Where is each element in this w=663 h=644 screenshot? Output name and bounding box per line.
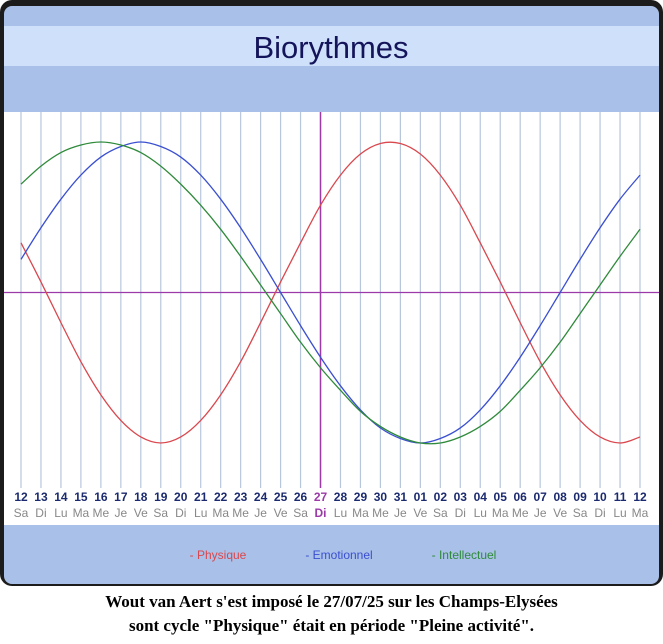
weekday-label: Je xyxy=(254,506,267,520)
x-tick-label: 10 xyxy=(593,490,607,504)
weekday-label: Lu xyxy=(474,506,487,520)
weekday-label: Di xyxy=(455,506,466,520)
plot-area xyxy=(4,112,659,525)
weekday-label: Ve xyxy=(274,506,288,520)
x-tick-label: 05 xyxy=(494,490,508,504)
legend-entry: - Physique xyxy=(190,548,247,562)
x-tick-label: 12 xyxy=(633,490,647,504)
weekday-label: Di xyxy=(315,506,327,520)
weekday-label: Ma xyxy=(492,506,509,520)
x-tick-label: 02 xyxy=(434,490,448,504)
x-tick-label: 07 xyxy=(533,490,547,504)
x-tick-label: 22 xyxy=(214,490,228,504)
x-tick-label: 17 xyxy=(114,490,128,504)
caption: sont cycle "Physique" était en période "… xyxy=(128,616,535,635)
weekday-label: Lu xyxy=(194,506,207,520)
weekday-label: Je xyxy=(114,506,127,520)
weekday-label: Di xyxy=(175,506,186,520)
weekday-label: Sa xyxy=(14,506,29,520)
weekday-label: Ve xyxy=(413,506,427,520)
x-tick-label: 28 xyxy=(334,490,348,504)
x-tick-label: 31 xyxy=(394,490,408,504)
weekday-label: Sa xyxy=(293,506,308,520)
x-tick-label: 06 xyxy=(514,490,528,504)
weekday-label: Lu xyxy=(54,506,67,520)
legend-entry: - Emotionnel xyxy=(305,548,372,562)
weekday-label: Me xyxy=(512,506,529,520)
x-tick-label: 03 xyxy=(454,490,468,504)
weekday-label: Lu xyxy=(334,506,347,520)
x-tick-label: 30 xyxy=(374,490,388,504)
weekday-label: Di xyxy=(35,506,46,520)
weekday-label: Sa xyxy=(573,506,588,520)
title-band xyxy=(4,26,659,66)
weekday-label: Di xyxy=(594,506,605,520)
weekday-label: Ma xyxy=(632,506,649,520)
caption: Wout van Aert s'est imposé le 27/07/25 s… xyxy=(105,592,558,611)
x-tick-label: 12 xyxy=(14,490,28,504)
x-tick-label: 26 xyxy=(294,490,308,504)
weekday-label: Ve xyxy=(553,506,567,520)
x-tick-label: 04 xyxy=(474,490,488,504)
weekday-label: Je xyxy=(394,506,407,520)
weekday-label: Me xyxy=(93,506,110,520)
x-tick-label: 20 xyxy=(174,490,188,504)
x-tick-label: 11 xyxy=(614,490,627,504)
weekday-label: Me xyxy=(372,506,389,520)
x-tick-label: 19 xyxy=(154,490,168,504)
weekday-label: Je xyxy=(534,506,547,520)
x-tick-label: 13 xyxy=(34,490,48,504)
x-tick-label: 16 xyxy=(94,490,108,504)
x-tick-label: 24 xyxy=(254,490,268,504)
legend-entry: - Intellectuel xyxy=(432,548,497,562)
x-tick-label: 08 xyxy=(553,490,567,504)
weekday-label: Lu xyxy=(613,506,626,520)
x-tick-label: 27 xyxy=(314,490,328,504)
x-tick-label: 29 xyxy=(354,490,368,504)
x-tick-label: 09 xyxy=(573,490,587,504)
x-tick-label: 01 xyxy=(414,490,428,504)
weekday-label: Ma xyxy=(212,506,229,520)
weekday-label: Me xyxy=(232,506,249,520)
series-line xyxy=(20,141,641,445)
weekday-label: Ve xyxy=(134,506,148,520)
chart: Biorythmes 12 Sa 13 Di 14 Lu 15 Ma 16 Me 17 Je 18 Ve 1… xyxy=(0,0,663,586)
weekday-label: Sa xyxy=(153,506,168,520)
x-tick-label: 25 xyxy=(274,490,288,504)
x-tick-label: 23 xyxy=(234,490,248,504)
x-tick-label: 18 xyxy=(134,490,148,504)
x-tick-label: 15 xyxy=(74,490,88,504)
weekday-label: Sa xyxy=(433,506,448,520)
weekday-label: Ma xyxy=(73,506,90,520)
weekday-label: Ma xyxy=(352,506,369,520)
x-tick-label: 21 xyxy=(194,490,208,504)
x-tick-label: 14 xyxy=(54,490,68,504)
chart-title: Biorythmes xyxy=(253,30,408,65)
series-line xyxy=(20,141,641,444)
